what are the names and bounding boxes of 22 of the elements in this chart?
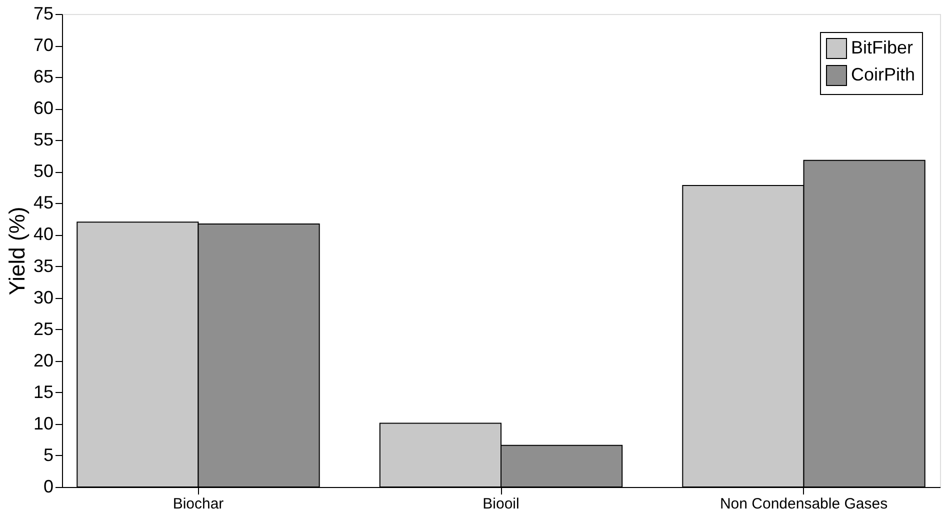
y-tick-label: 50 [33, 161, 54, 182]
y-tick-label: 10 [33, 413, 54, 434]
y-tick-label: 0 [43, 476, 54, 496]
x-tick-label: Non Condensable Gases [720, 496, 888, 512]
x-tick-label: Biochar [172, 496, 224, 512]
y-tick-label: 35 [33, 256, 54, 276]
x-tick-label: Biooil [482, 496, 520, 512]
y-tick-label: 5 [43, 444, 54, 465]
y-tick-label: 45 [33, 192, 54, 213]
y-tick-label: 65 [33, 66, 54, 87]
y-tick-label: 55 [33, 130, 54, 150]
y-tick-label: 40 [33, 224, 54, 244]
y-axis-title: Yield (%) [4, 206, 30, 296]
y-tick-label: 15 [33, 382, 54, 402]
y-tick-label: 60 [33, 98, 54, 118]
legend-label: CoirPith [851, 64, 916, 84]
y-tick-label: 30 [33, 287, 54, 308]
y-tick-label: 25 [33, 318, 54, 339]
y-tick-label: 20 [33, 350, 54, 370]
legend-label: BitFiber [851, 38, 914, 58]
y-tick-label: 70 [33, 35, 54, 56]
y-tick-label: 75 [33, 4, 54, 24]
